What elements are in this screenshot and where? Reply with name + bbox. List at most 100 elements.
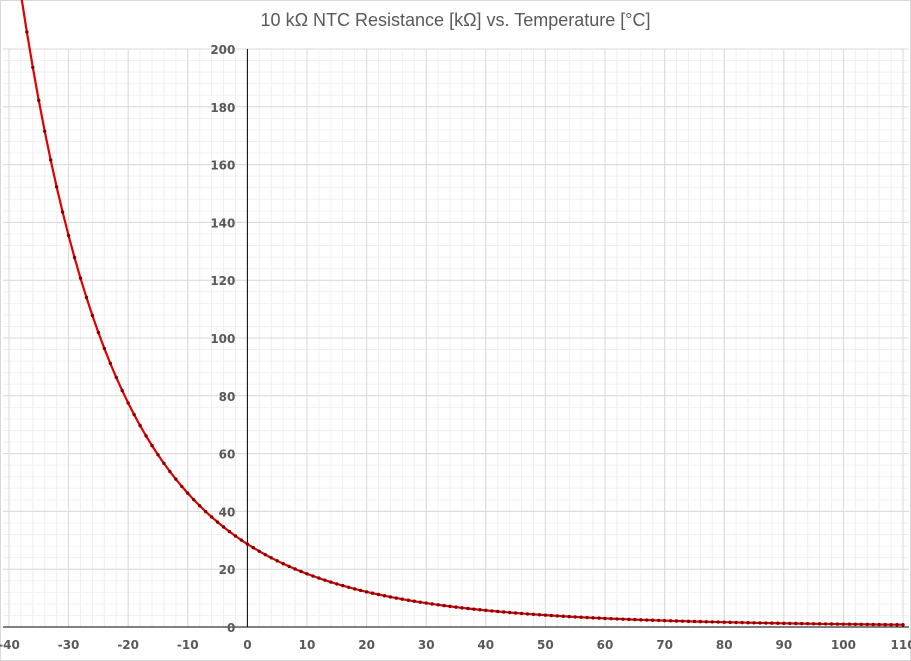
data-point [496,609,500,614]
data-point [531,612,536,617]
data-point [203,509,208,514]
data-point [72,255,77,260]
data-point [376,592,381,597]
x-tick-label: 30 [418,638,435,652]
data-point [347,585,351,589]
data-point [901,623,905,627]
data-point [716,620,720,624]
data-point [90,313,95,318]
x-tick-label: 100 [831,638,856,652]
data-point [752,621,756,625]
data-point [817,622,822,626]
data-point [54,185,59,189]
data-point [442,603,446,608]
x-tick-label: -40 [0,638,20,652]
y-tick-label: 160 [210,159,235,173]
data-point [335,582,339,586]
data-point [895,623,899,627]
y-tick-label: 0 [227,621,235,635]
data-point [25,30,29,34]
data-point [400,597,405,601]
data-point [698,619,703,624]
data-point [460,606,464,610]
data-point [549,613,554,618]
data-point [215,520,220,524]
data-point [66,233,71,238]
data-point [597,616,601,620]
x-tick-label: 50 [537,638,554,652]
x-tick-label: -30 [58,638,80,652]
data-point [257,549,261,553]
data-point [227,529,232,534]
data-point [394,596,399,600]
y-tick-label: 120 [210,274,235,288]
data-point [168,469,172,474]
data-point [722,620,726,624]
data-point [209,515,214,519]
data-point [680,619,685,623]
data-point [877,622,881,627]
data-point [561,614,565,618]
data-point [615,617,619,621]
data-point [740,620,744,625]
data-point [758,621,762,625]
data-point [251,546,256,550]
data-point [287,564,291,569]
y-tick-label: 40 [219,505,236,519]
x-tick-label: 10 [299,638,316,652]
data-point [579,615,583,619]
data-point [656,618,661,623]
x-tick-label: 110 [891,638,911,652]
data-point [883,622,887,627]
data-point [436,603,440,607]
data-point [472,607,476,611]
data-point [138,423,142,428]
data-point [835,622,840,626]
data-point [555,614,560,618]
data-point [293,567,297,571]
data-point [263,552,267,557]
data-point [800,621,804,626]
data-point [221,525,226,529]
data-point [609,616,613,621]
data-point [567,614,571,619]
data-point [323,578,327,582]
data-point [823,622,828,626]
data-point [150,443,154,448]
data-point [305,572,309,576]
data-point [639,618,643,622]
series-line [20,0,904,626]
y-tick-label: 60 [219,448,236,462]
data-point [108,361,112,366]
data-point [418,600,422,604]
data-point [573,615,577,619]
data-point [829,622,834,626]
data-point [847,622,852,626]
x-tick-label: 60 [597,638,614,652]
x-tick-label: 40 [477,638,494,652]
data-point [674,619,679,623]
y-tick-label: 20 [219,563,236,577]
data-point [501,610,506,614]
data-point [770,621,774,625]
data-point [466,606,470,611]
data-point [692,619,697,624]
data-point [454,605,458,609]
data-point [233,534,238,538]
data-point [358,588,363,593]
data-point [478,608,482,612]
data-point [734,620,738,625]
x-tick-label: -10 [177,638,199,652]
data-point [633,617,637,622]
data-point [311,574,315,578]
chart-title: 10 kΩ NTC Resistance [kΩ] vs. Temperatur… [260,10,651,30]
y-tick-label: 140 [210,216,235,230]
data-point [43,129,47,133]
data-point [728,620,732,625]
data-point [114,375,118,380]
data-point [662,618,667,623]
data-point [96,330,101,335]
data-point [281,561,285,566]
x-tick-label: 90 [775,638,792,652]
